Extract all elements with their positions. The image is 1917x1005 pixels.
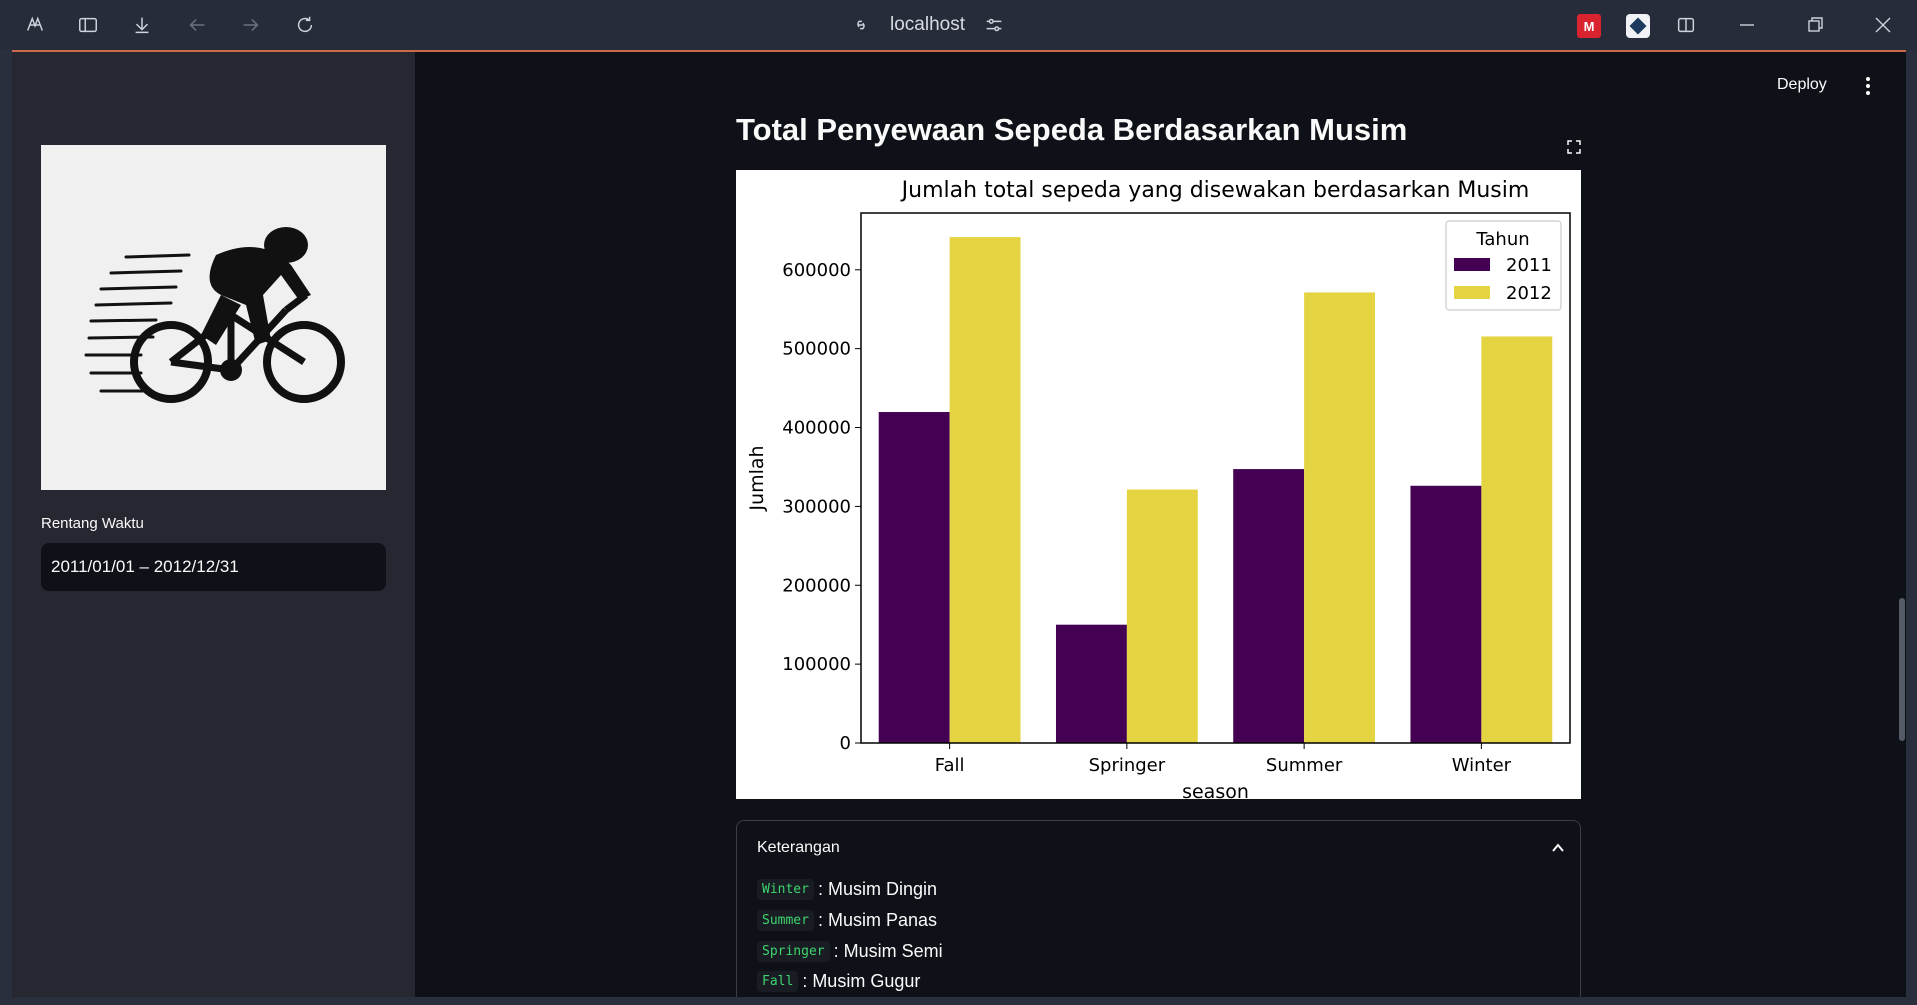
legend-label-2011: 2011 — [1506, 255, 1552, 276]
chart-title: Jumlah total sepeda yang disewakan berda… — [900, 178, 1530, 203]
address-bar[interactable]: localhost — [850, 10, 1005, 40]
legend-title: Tahun — [1475, 229, 1529, 250]
sidebar: Rentang Waktu 2011/01/01 – 2012/12/31 — [12, 52, 415, 997]
legend-item-fall: Fall : Musim Gugur — [757, 971, 920, 992]
season-meaning: : Musim Gugur — [802, 971, 921, 991]
browser-toolbar: localhost M — [0, 0, 1917, 50]
bar-fall-2011 — [878, 412, 950, 743]
season-meaning: : Musim Semi — [833, 941, 943, 961]
season-meaning: : Musim Panas — [817, 910, 938, 930]
cyclist-logo-image — [41, 145, 386, 490]
x-axis-label: season — [1182, 781, 1249, 799]
page-title: Total Penyewaan Sepeda Berdasarkan Musim — [736, 112, 1408, 147]
restore-icon[interactable] — [1781, 0, 1849, 50]
reload-icon[interactable] — [291, 11, 319, 39]
x-tick-label: Summer — [1266, 755, 1343, 776]
bar-winter-2012 — [1481, 336, 1553, 743]
plot-frame — [860, 212, 1571, 744]
chart-svg: Jumlah total sepeda yang disewakan berda… — [746, 178, 1571, 799]
legend-swatch-2011 — [1454, 258, 1490, 271]
season-code: Fall — [757, 971, 799, 992]
close-icon[interactable] — [1849, 0, 1917, 50]
y-tick-label: 300000 — [782, 496, 851, 517]
y-tick-label: 200000 — [782, 575, 851, 596]
chevron-up-icon[interactable] — [1547, 837, 1569, 859]
extension-dark-icon[interactable] — [1626, 14, 1650, 38]
sidebar-toggle-icon[interactable] — [74, 11, 102, 39]
date-range-value: 2011/01/01 – 2012/12/31 — [51, 557, 239, 576]
forward-icon[interactable] — [237, 11, 265, 39]
url-text[interactable]: localhost — [890, 14, 965, 35]
y-tick-label: 100000 — [782, 654, 851, 675]
scrollbar[interactable] — [1899, 598, 1905, 741]
date-range-input[interactable]: 2011/01/01 – 2012/12/31 — [41, 543, 386, 591]
season-code: Winter — [757, 879, 814, 900]
x-tick-label: Springer — [1089, 755, 1166, 776]
legend-swatch-2012 — [1454, 286, 1490, 299]
expander-title: Keterangan — [757, 839, 840, 856]
browser-logo-icon[interactable] — [21, 11, 49, 39]
link-icon — [857, 20, 865, 30]
y-tick-label: 500000 — [782, 339, 851, 360]
x-tick-label: Winter — [1452, 755, 1512, 776]
bar-summer-2012 — [1304, 292, 1376, 743]
download-icon[interactable] — [128, 11, 156, 39]
site-settings-icon[interactable] — [983, 14, 1005, 36]
bar-springer-2011 — [1055, 624, 1127, 743]
deploy-button[interactable]: Deploy — [1777, 76, 1827, 93]
bar-chart: Jumlah total sepeda yang disewakan berda… — [736, 170, 1581, 799]
y-tick-label: 0 — [840, 733, 851, 754]
legend-item-winter: Winter : Musim Dingin — [757, 879, 937, 900]
legend-item-summer: Summer : Musim Panas — [757, 910, 937, 931]
legend-item-springer: Springer : Musim Semi — [757, 941, 943, 962]
extension-red-icon[interactable]: M — [1577, 14, 1601, 38]
y-axis-label: Jumlah — [746, 445, 768, 511]
bar-fall-2012 — [949, 237, 1021, 743]
date-range-label: Rentang Waktu — [41, 515, 144, 532]
y-tick-label: 600000 — [782, 260, 851, 281]
season-meaning: : Musim Dingin — [817, 879, 937, 899]
fullscreen-icon[interactable] — [1563, 136, 1585, 158]
legend-label-2012: 2012 — [1506, 283, 1552, 304]
main-menu-icon[interactable] — [1858, 72, 1878, 100]
split-view-icon[interactable] — [1672, 11, 1700, 39]
bar-summer-2011 — [1233, 469, 1305, 743]
season-code: Springer — [757, 941, 830, 962]
season-code: Summer — [757, 910, 814, 931]
keterangan-expander[interactable]: Keterangan Winter : Musim Dingin Summer … — [736, 820, 1581, 997]
x-tick-label: Fall — [935, 755, 965, 776]
bar-springer-2012 — [1126, 489, 1198, 743]
y-tick-label: 400000 — [782, 418, 851, 439]
app-viewport: Rentang Waktu 2011/01/01 – 2012/12/31 De… — [12, 50, 1906, 997]
minimize-icon[interactable] — [1713, 0, 1781, 50]
back-icon[interactable] — [183, 11, 211, 39]
bar-winter-2011 — [1410, 485, 1482, 743]
